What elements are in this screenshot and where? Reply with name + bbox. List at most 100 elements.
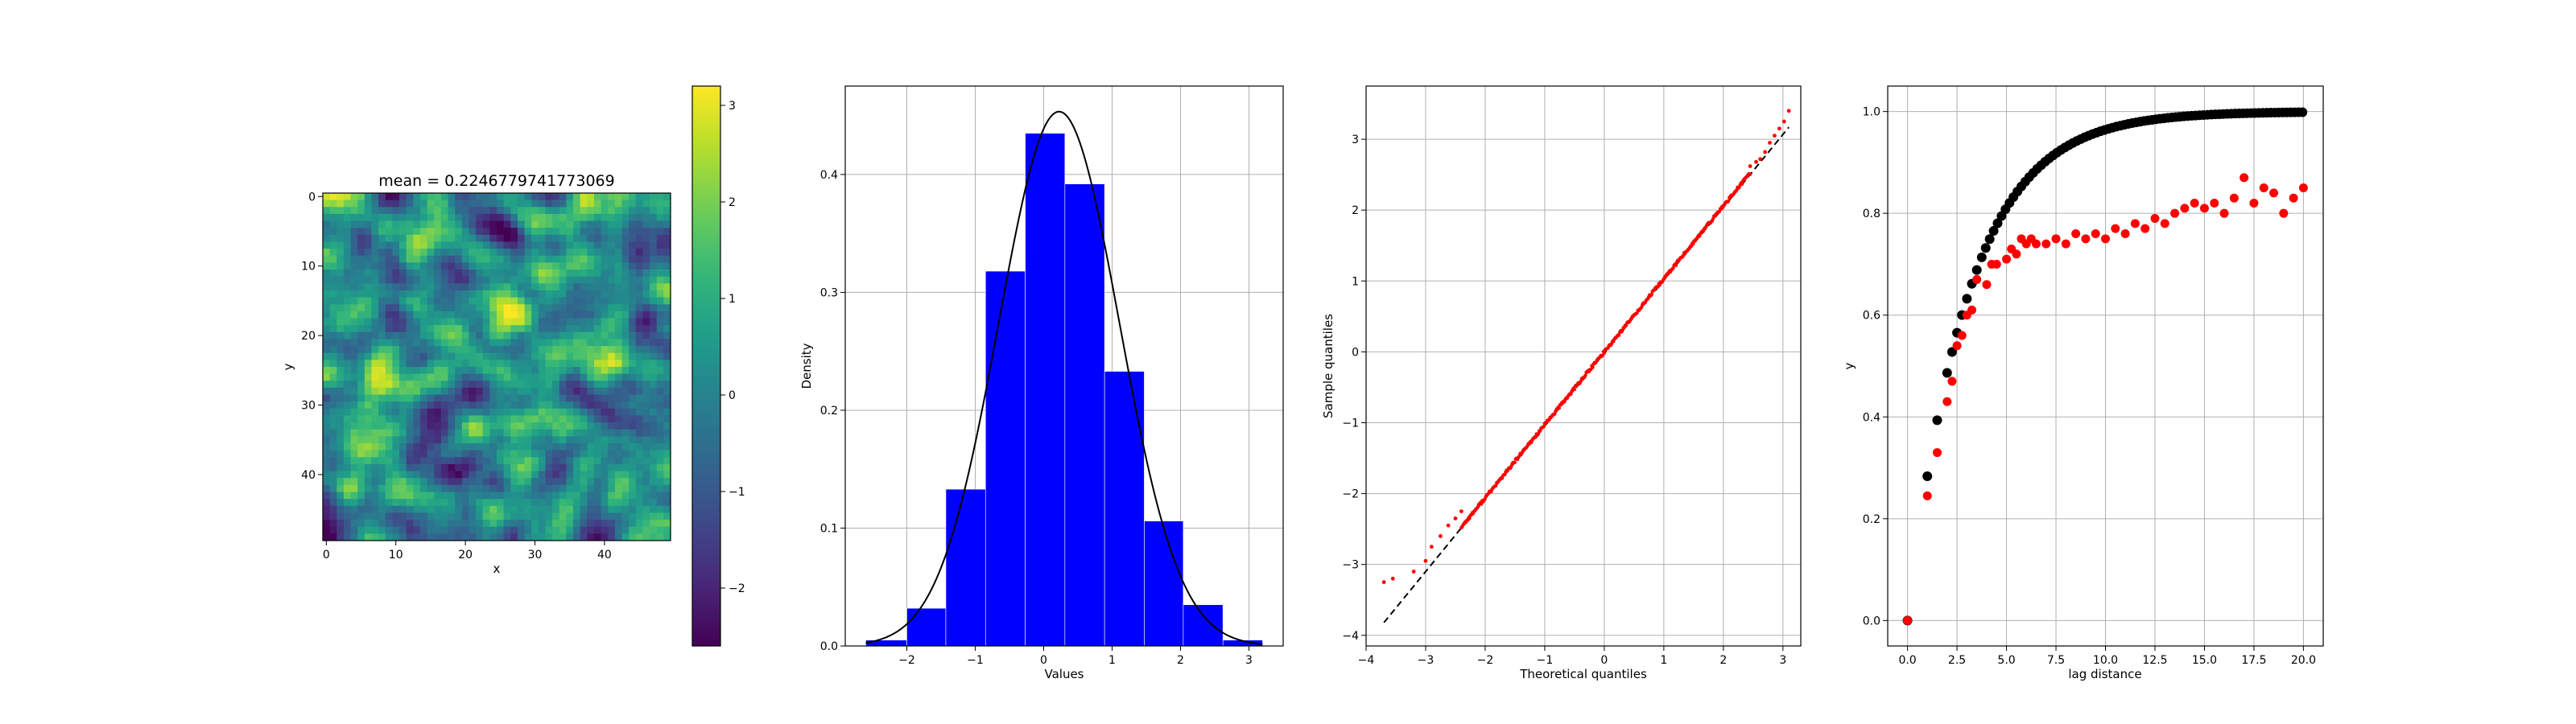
- heatmap-cell: [461, 387, 469, 395]
- heatmap-cell: [635, 352, 643, 360]
- heatmap-cell: [434, 415, 442, 423]
- heatmap-cell: [427, 360, 435, 368]
- heatmap-cell: [413, 450, 421, 458]
- heatmap-cell: [566, 234, 574, 242]
- heatmap-cell: [559, 450, 567, 458]
- heatmap-cell: [350, 318, 358, 326]
- heatmap-cell: [461, 463, 469, 471]
- heatmap-cell: [469, 228, 477, 236]
- heatmap-cell: [461, 269, 469, 278]
- heatmap-cell: [489, 352, 497, 360]
- heatmap-cell: [350, 429, 358, 437]
- heatmap-cell: [378, 526, 386, 534]
- heatmap-cell: [489, 193, 497, 201]
- heatmap-cell: [566, 193, 574, 201]
- heatmap-cell: [440, 331, 448, 339]
- heatmap-cell: [601, 408, 609, 416]
- heatmap-cell: [413, 346, 421, 354]
- qq-point: [1602, 351, 1607, 355]
- heatmap-cell: [357, 352, 365, 360]
- heatmap-cell: [580, 269, 588, 278]
- heatmap-cell: [329, 346, 337, 354]
- heatmap-cell: [621, 318, 630, 326]
- heatmap-cell: [419, 367, 427, 375]
- heatmap-cell: [663, 339, 671, 347]
- heatmap-cell: [406, 234, 414, 242]
- variogram-experimental-point: [2120, 228, 2130, 238]
- heatmap-cell: [371, 283, 379, 291]
- heatmap-cell: [573, 401, 581, 409]
- heatmap-cell: [601, 213, 609, 221]
- heatmap-cell: [413, 478, 421, 486]
- heatmap-cell: [531, 255, 539, 263]
- heatmap-cell: [621, 290, 630, 298]
- qq-tail-point: [1748, 164, 1752, 168]
- heatmap-cell: [350, 297, 358, 305]
- heatmap-cell: [419, 463, 427, 471]
- heatmap-cell: [371, 352, 379, 360]
- heatmap-cell: [350, 207, 358, 215]
- heatmap-cell: [538, 262, 546, 270]
- heatmap-cell: [329, 360, 337, 368]
- heatmap-cell: [552, 325, 560, 333]
- heatmap-cell: [629, 318, 637, 326]
- heatmap-cell: [371, 346, 379, 354]
- qq-y-tick-label: −4: [1342, 630, 1359, 643]
- heatmap-cell: [552, 457, 560, 465]
- heatmap-y-tick-label: 10: [301, 261, 316, 274]
- histogram-bars: [865, 133, 1263, 647]
- variogram-experimental-point: [2130, 219, 2140, 228]
- heatmap-cell: [469, 463, 477, 471]
- heatmap-cell: [378, 387, 386, 395]
- heatmap-cell: [566, 443, 574, 451]
- heatmap-cell: [357, 526, 365, 534]
- heatmap-cell: [461, 401, 469, 409]
- heatmap-cell: [336, 443, 345, 451]
- heatmap-cell: [329, 290, 337, 298]
- heatmap-cell: [469, 331, 477, 339]
- heatmap-cell: [413, 443, 421, 451]
- heatmap-cell: [621, 457, 630, 465]
- heatmap-cell: [524, 408, 532, 416]
- variogram-experimental-point: [2160, 219, 2169, 228]
- heatmap-cell: [656, 283, 664, 291]
- heatmap-cell: [587, 463, 595, 471]
- heatmap-cell: [427, 450, 435, 458]
- heatmap-cell: [587, 276, 595, 284]
- qq-point: [1503, 472, 1507, 477]
- heatmap-cell: [517, 255, 525, 263]
- heatmap-cell: [323, 457, 331, 465]
- heatmap-cell: [427, 318, 435, 326]
- heatmap-cell: [608, 304, 616, 312]
- heatmap-cell: [580, 346, 588, 354]
- heatmap-cell: [378, 331, 386, 339]
- heatmap-cell: [559, 381, 567, 389]
- heatmap-cell: [385, 484, 393, 492]
- heatmap-cell: [531, 373, 539, 381]
- heatmap-cell: [455, 304, 463, 312]
- heatmap-cell: [552, 367, 560, 375]
- heatmap-cell: [497, 401, 505, 409]
- heatmap-cell: [621, 526, 630, 534]
- heatmap-cell: [538, 360, 546, 368]
- heatmap-cell: [476, 478, 484, 486]
- heatmap-cell: [357, 325, 365, 333]
- heatmap-cell: [419, 478, 427, 486]
- heatmap-cell: [427, 207, 435, 215]
- heatmap-cell: [371, 304, 379, 312]
- heatmap-cell: [413, 318, 421, 326]
- heatmap-cell: [378, 463, 386, 471]
- heatmap-cell: [642, 415, 650, 423]
- heatmap-cell: [629, 367, 637, 375]
- heatmap-cell: [489, 520, 497, 528]
- heatmap-cell: [552, 249, 560, 257]
- heatmap-cell: [580, 450, 588, 458]
- heatmap-cell: [419, 512, 427, 520]
- heatmap-cell: [455, 318, 463, 326]
- heatmap-cell: [593, 415, 601, 423]
- heatmap-cell: [392, 367, 400, 375]
- heatmap-cell: [336, 283, 345, 291]
- heatmap-cell: [364, 373, 372, 381]
- heatmap-cell: [371, 520, 379, 528]
- heatmap-cell: [336, 346, 345, 354]
